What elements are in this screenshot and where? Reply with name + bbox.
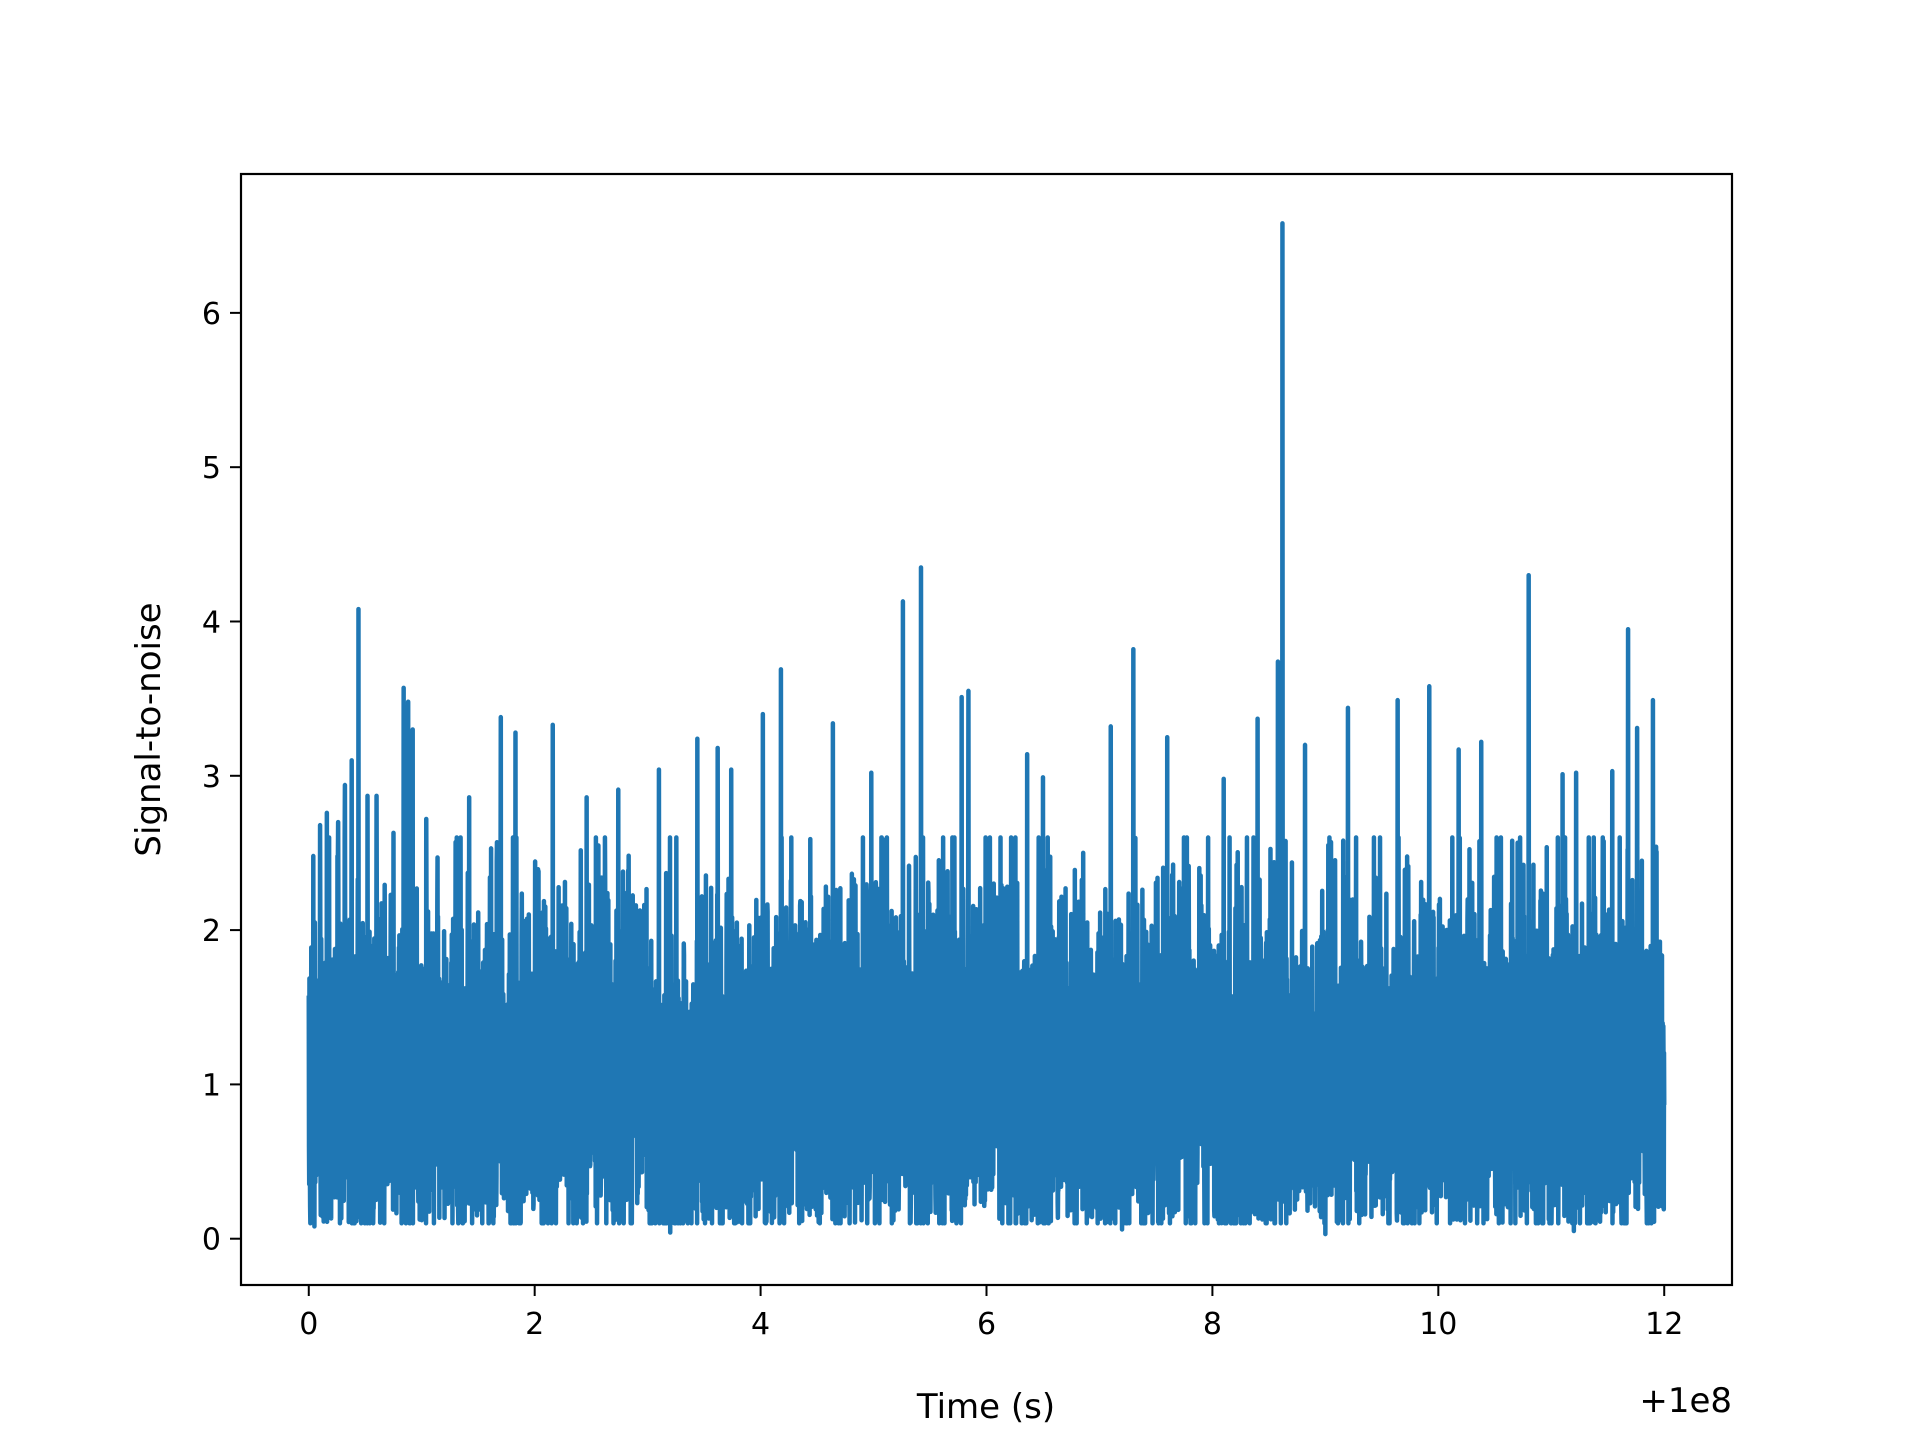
y-axis-label: Signal-to-noise [129, 602, 169, 856]
y-tick-label: 1 [202, 1068, 221, 1103]
series-line-signal-to-noise [306, 221, 1667, 1237]
y-tick-label: 6 [202, 297, 221, 332]
plot-area [306, 221, 1667, 1237]
x-tick-label: 8 [1203, 1307, 1222, 1342]
y-tick-label: 2 [202, 914, 221, 949]
y-tick-label: 4 [202, 605, 221, 640]
x-tick-label: 6 [977, 1307, 996, 1342]
x-axis-label: Time (s) [916, 1387, 1055, 1427]
x-tick-label: 4 [751, 1307, 770, 1342]
x-tick-label: 2 [525, 1307, 544, 1342]
x-axis-offset-label: +1e8 [1639, 1381, 1732, 1421]
y-tick-label: 5 [202, 451, 221, 486]
x-tick-label: 12 [1645, 1307, 1683, 1342]
x-tick-label: 0 [299, 1307, 318, 1342]
y-tick-label: 0 [202, 1223, 221, 1258]
y-tick-label: 3 [202, 760, 221, 795]
y-axis: 0 1 2 3 4 5 6 [202, 297, 241, 1258]
x-tick-label: 10 [1419, 1307, 1457, 1342]
x-axis: 0 2 4 6 8 10 12 [299, 1285, 1683, 1342]
